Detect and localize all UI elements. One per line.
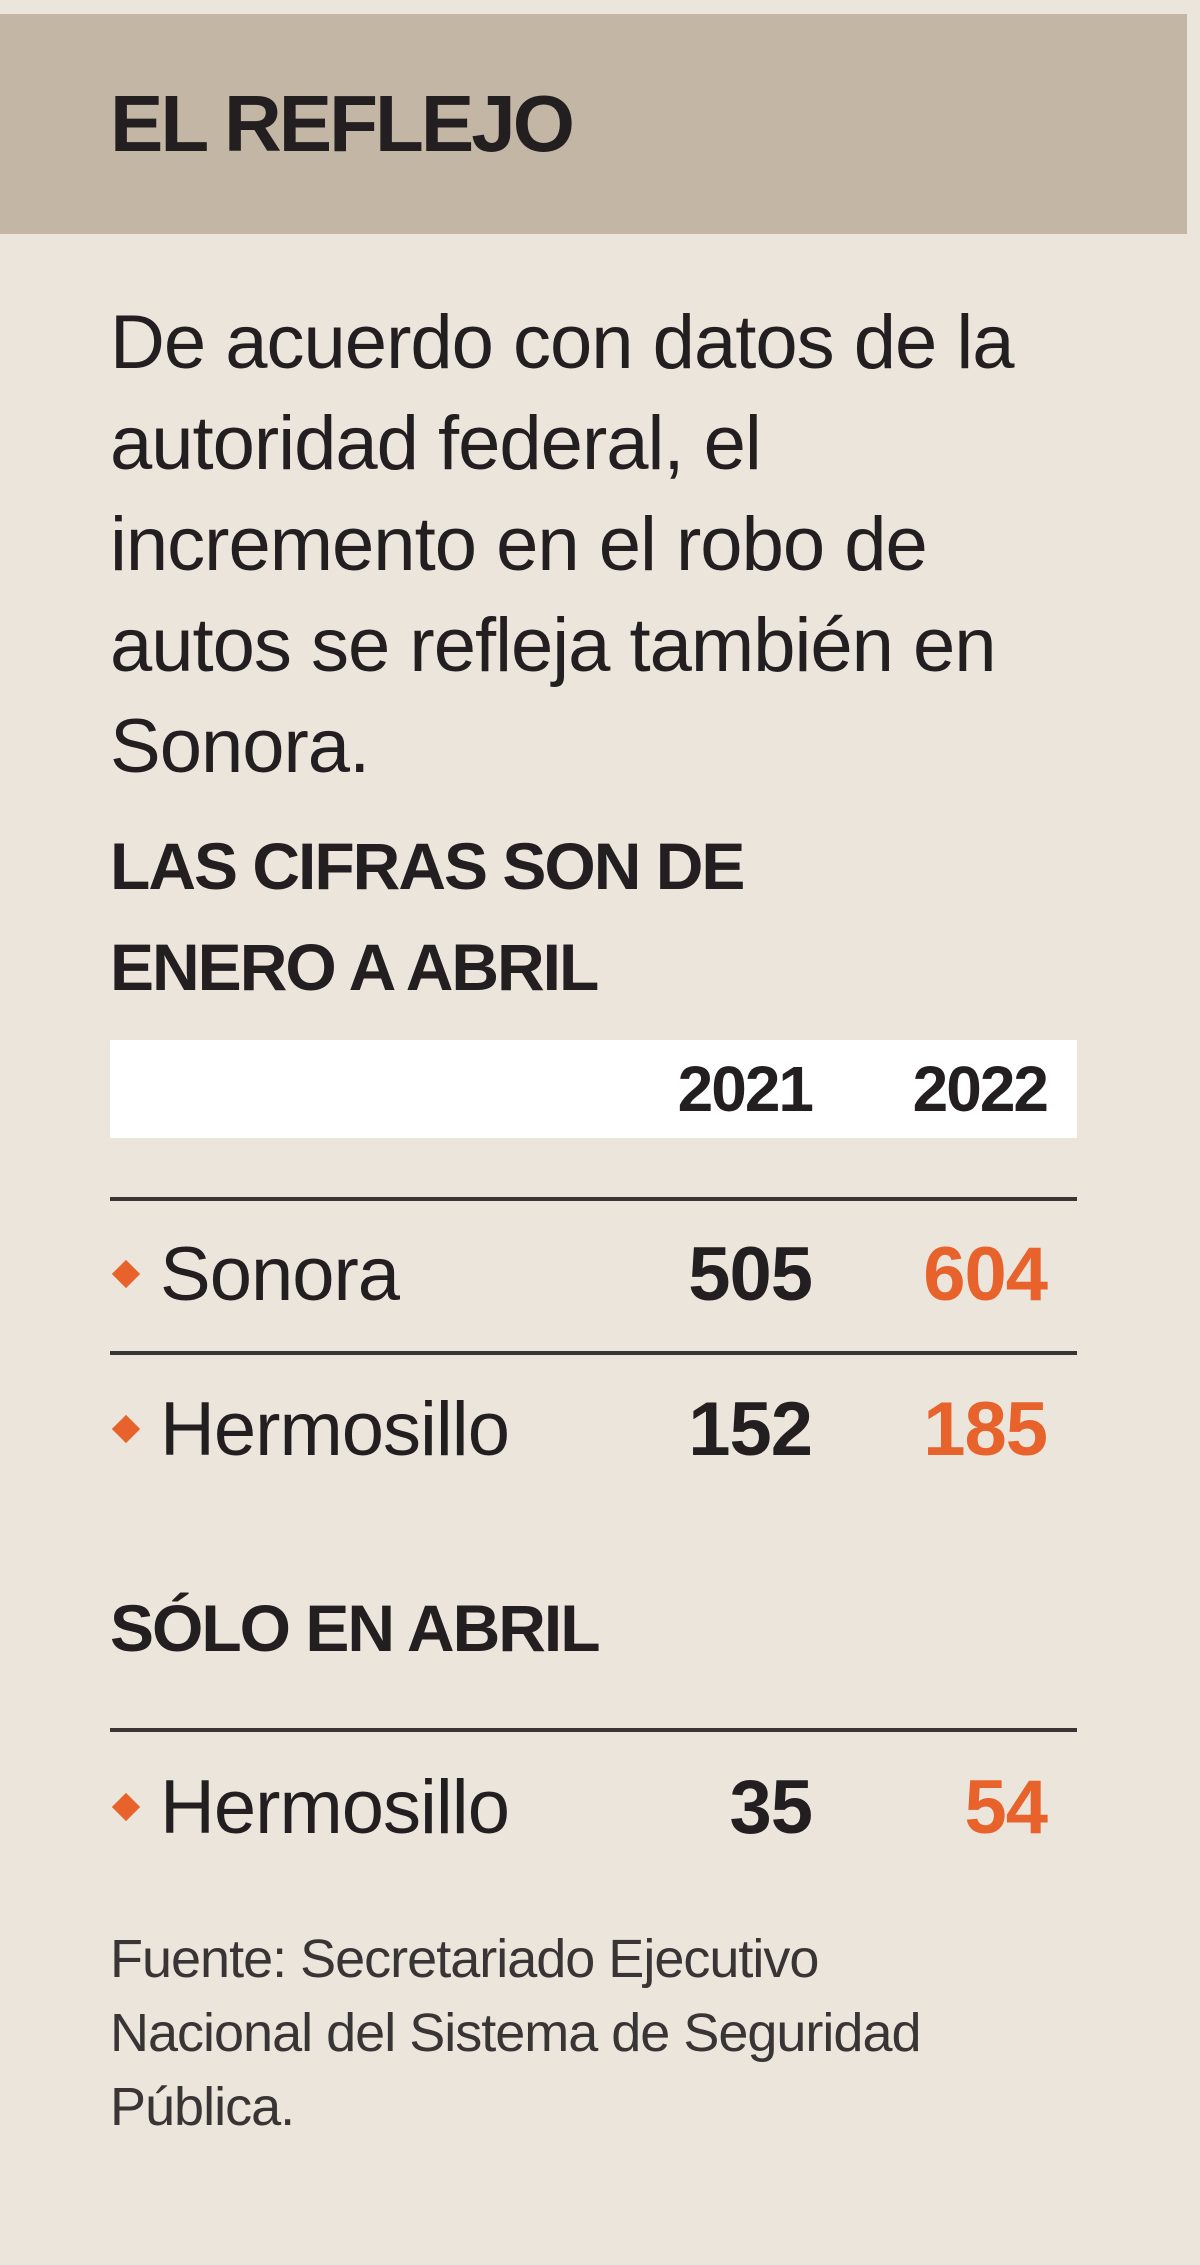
- source: Fuente: Secretariado Ejecutivo Nacional …: [110, 1929, 922, 2137]
- row-label: Hermosillo: [160, 1765, 510, 1850]
- row: Hermosillo 35 54: [110, 1753, 1077, 1863]
- value: 604: [923, 1232, 1048, 1317]
- column-header: 2022: [912, 1053, 1049, 1125]
- header-band: [0, 14, 1187, 234]
- rule: [110, 1728, 1077, 1732]
- column-header: 2021: [677, 1053, 814, 1125]
- value: 35: [729, 1765, 813, 1850]
- value: 505: [688, 1232, 813, 1317]
- section-title: LAS CIFRAS SON DE ENERO A ABRIL: [110, 829, 745, 1004]
- column-header-band: [110, 1040, 1077, 1138]
- value: 152: [688, 1387, 813, 1472]
- title: EL REFLEJO: [110, 79, 575, 168]
- row: Hermosillo 152 185: [110, 1375, 1077, 1485]
- intro: De acuerdo con datos de la autoridad fed…: [110, 300, 1015, 789]
- rule: [110, 1197, 1077, 1201]
- bullet: [111, 1414, 141, 1444]
- bullet: [111, 1792, 141, 1822]
- value: 185: [923, 1387, 1048, 1472]
- value: 54: [964, 1765, 1048, 1850]
- row: Sonora 505 604: [110, 1220, 1077, 1330]
- row-label: Sonora: [160, 1232, 400, 1317]
- section-title: SÓLO EN ABRIL: [110, 1591, 601, 1665]
- bullet: [111, 1259, 141, 1289]
- row-label: Hermosillo: [160, 1387, 510, 1472]
- rule: [110, 1351, 1077, 1355]
